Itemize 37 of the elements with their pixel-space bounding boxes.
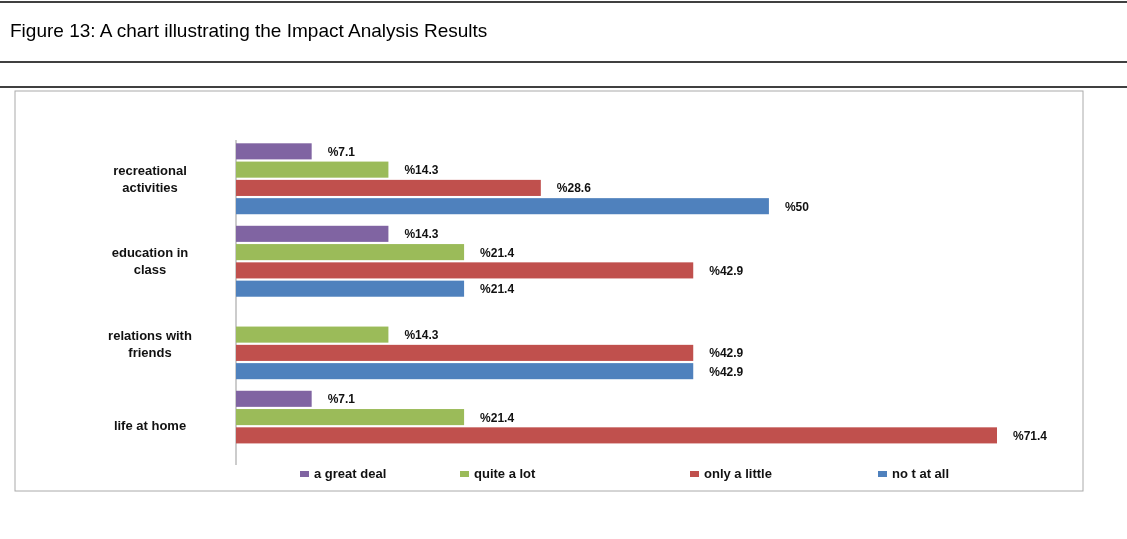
bar	[236, 390, 312, 407]
bar	[236, 161, 389, 178]
bar	[236, 280, 465, 297]
data-label: %7.1	[327, 144, 356, 159]
data-label: %42.9	[709, 346, 744, 361]
legend-label: quite a lot	[474, 466, 537, 481]
data-label: %21.4	[480, 282, 515, 297]
y-tick-label: life at home	[113, 418, 187, 434]
bar	[236, 363, 694, 380]
legend-label: no t at all	[892, 466, 950, 481]
bar	[236, 427, 997, 444]
bar	[236, 225, 389, 242]
data-label: %14.3	[404, 163, 439, 178]
data-label: %14.3	[404, 328, 439, 343]
legend-label: only a little	[704, 466, 772, 481]
legend-label: a great deal	[314, 466, 387, 481]
y-tick-label: recreational activities	[113, 162, 187, 195]
y-tick-label: education in class	[111, 245, 189, 278]
data-label: %42.9	[709, 364, 744, 379]
chart-title: Figure 13: A chart illustrating the Impact Analysis Results	[10, 20, 488, 41]
bar	[236, 262, 694, 279]
bar	[236, 198, 769, 215]
data-label: %42.9	[709, 263, 744, 278]
bar	[236, 344, 694, 361]
data-label: %50	[784, 199, 810, 214]
data-label: %71.4	[1013, 428, 1048, 443]
bar	[236, 409, 465, 426]
data-label: %21.4	[480, 410, 515, 425]
bar	[236, 326, 389, 343]
data-label: %21.4	[480, 245, 515, 260]
bar	[236, 143, 312, 160]
y-tick-label: relations with friends	[108, 327, 192, 360]
data-label: %28.6	[556, 181, 592, 196]
data-label: %14.3	[404, 227, 439, 242]
bar	[236, 244, 465, 261]
data-label: %7.1	[327, 392, 356, 407]
bar	[236, 179, 541, 196]
